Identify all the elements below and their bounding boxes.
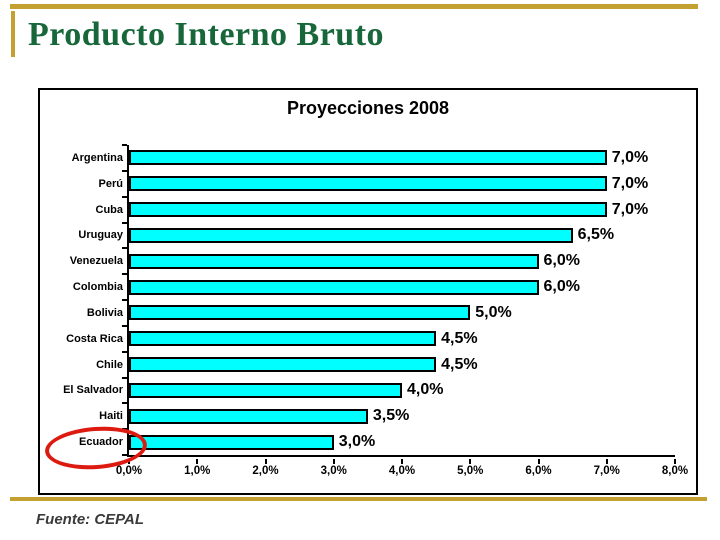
chart-row: Chile 4,5% (96, 352, 675, 378)
chart-row: Argentina 7,0% (72, 145, 675, 171)
value-label: 4,5% (441, 329, 478, 347)
y-axis-tick (122, 376, 127, 379)
x-axis-tick-label: 7,0% (593, 465, 620, 477)
x-axis-tick (469, 459, 472, 464)
category-label: Bolivia (86, 306, 123, 319)
chart-row: Perú 7,0% (99, 171, 675, 197)
bar (129, 434, 334, 450)
bar (129, 279, 539, 295)
chart-rows: Argentina 7,0% Perú 7,0% Cuba 7,0% Uruguay 6,5%… (63, 145, 675, 455)
y-axis-tick (122, 195, 127, 198)
source-note: Fuente: CEPAL (36, 511, 145, 528)
plot-area: Argentina 7,0% Perú 7,0% Cuba 7,0% Uruguay 6,5%… (63, 144, 688, 477)
y-axis-tick (122, 428, 127, 431)
chart-row: Cuba 7,0% (96, 197, 675, 223)
x-axis-tick (128, 459, 130, 464)
y-axis-tick (122, 299, 127, 301)
y-axis-tick (122, 350, 127, 353)
bar (129, 331, 437, 347)
x-axis-tick (674, 459, 676, 464)
chart: Proyecciones 2008 Argentina 7,0% Perú 7,0% C… (38, 88, 698, 495)
bar (129, 150, 607, 166)
y-axis-tick (122, 273, 127, 276)
category-label: Chile (96, 358, 123, 371)
chart-row: El Salvador 4,0% (63, 377, 675, 403)
bar (129, 227, 573, 243)
category-label: Perú (98, 177, 123, 190)
bar (129, 253, 539, 269)
x-axis-tick (605, 459, 608, 464)
bar (129, 408, 368, 424)
category-label: El Salvador (63, 384, 123, 397)
chart-row: Bolivia 5,0% (87, 300, 675, 326)
bar (129, 305, 471, 321)
category-label: Ecuador (78, 436, 123, 449)
x-axis-tick (401, 459, 403, 464)
bar (129, 176, 607, 192)
y-axis-tick (122, 454, 127, 456)
x-axis-tick-label: 5,0% (457, 465, 484, 477)
value-label: 7,0% (611, 200, 649, 218)
x-axis-tick-label: 3,0% (320, 465, 347, 477)
category-label: Haiti (99, 410, 123, 423)
bottom-accent-rule (10, 497, 707, 501)
value-label: 6,5% (577, 226, 615, 244)
x-axis-tick (537, 459, 540, 464)
y-axis-tick (122, 169, 127, 172)
x-axis-tick (264, 459, 267, 464)
y-axis-tick (122, 324, 127, 327)
chart-row: Colombia 6,0% (73, 274, 675, 300)
value-label: 6,0% (543, 252, 580, 270)
category-label: Colombia (72, 281, 123, 294)
left-accent-rule (11, 11, 15, 57)
chart-row: Uruguay 6,5% (78, 222, 675, 248)
chart-row: Haiti 3,5% (99, 403, 675, 429)
x-axis-tick-label: 8,0% (661, 465, 689, 477)
y-axis-tick (122, 402, 127, 405)
x-axis-tick (332, 459, 335, 464)
top-accent-rule (10, 4, 698, 9)
value-label: 4,5% (441, 355, 478, 373)
chart-title: Proyecciones 2008 (286, 98, 450, 118)
value-label: 4,0% (407, 381, 444, 399)
category-label: Argentina (71, 151, 123, 164)
x-axis-tick-label: 1,0% (184, 465, 211, 477)
value-label: 3,5% (372, 407, 410, 425)
chart-row: Costa Rica 4,5% (66, 326, 675, 352)
value-label: 6,0% (543, 278, 580, 296)
chart-row: Ecuador 3,0% (79, 429, 675, 455)
category-label: Costa Rica (66, 332, 123, 345)
value-label: 5,0% (475, 303, 512, 321)
x-axis-tick-label: 0,0% (115, 465, 143, 477)
value-label: 3,0% (338, 433, 376, 451)
y-axis-tick (122, 144, 127, 146)
y-axis-tick (122, 221, 127, 224)
value-label: 7,0% (611, 174, 649, 192)
category-label: Venezuela (69, 255, 123, 268)
category-label: Uruguay (78, 229, 123, 242)
chart-row: Venezuela 6,0% (70, 248, 675, 274)
x-axis-tick (196, 459, 199, 464)
page-title: Producto Interno Bruto (28, 16, 385, 53)
x-axis-tick-label: 2,0% (252, 465, 279, 477)
y-axis-tick (122, 247, 127, 250)
bar (129, 382, 402, 398)
bar (129, 202, 607, 218)
category-label: Cuba (95, 203, 124, 216)
value-label: 7,0% (611, 148, 649, 166)
bar (129, 357, 437, 373)
x-axis-tick-label: 6,0% (525, 465, 552, 477)
x-axis-tick-label: 4,0% (388, 465, 416, 477)
